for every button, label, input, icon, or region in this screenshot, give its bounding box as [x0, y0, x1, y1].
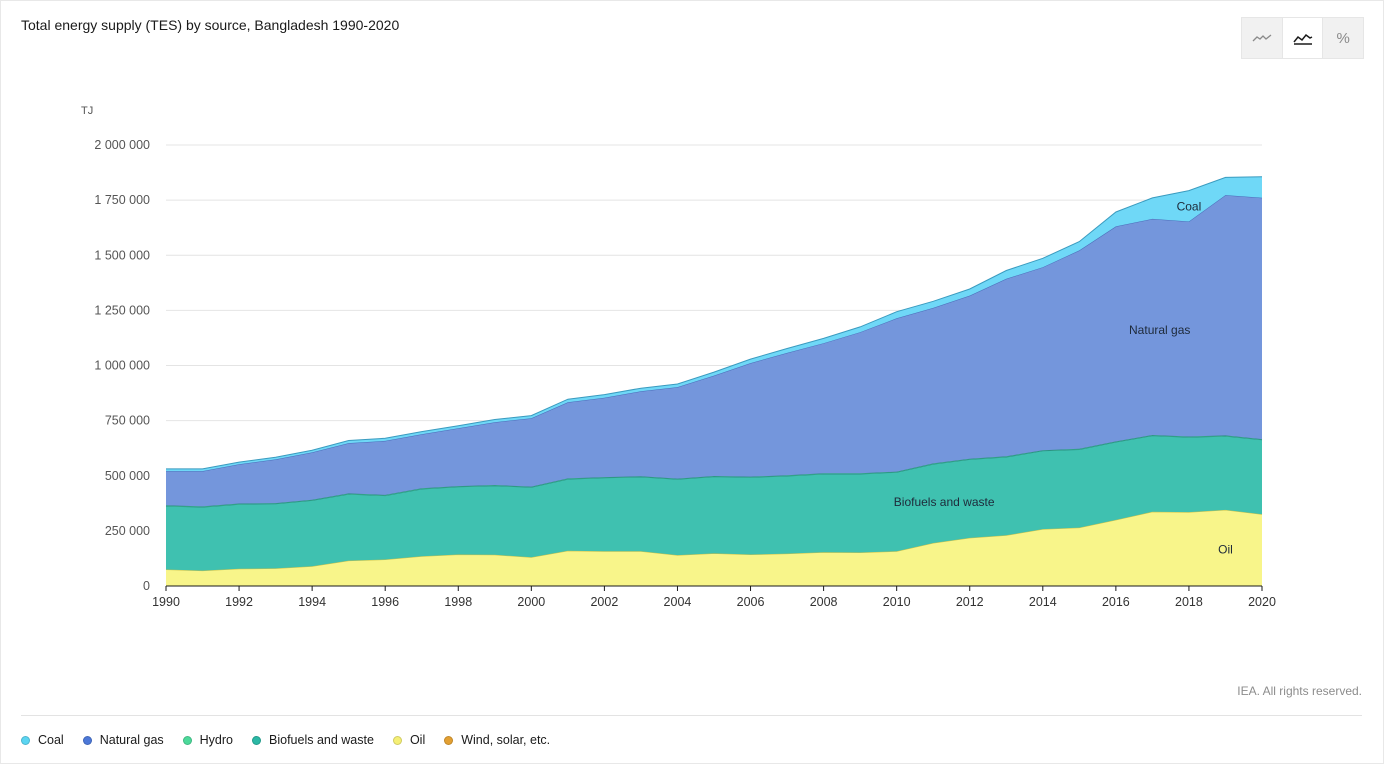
y-tick-label: 500 000 [105, 469, 150, 483]
legend-item-hydro[interactable]: Hydro [182, 733, 233, 747]
legend-swatch [444, 735, 454, 745]
y-tick-label: 1 250 000 [94, 303, 150, 317]
legend-label: Hydro [199, 733, 233, 747]
area-coal [166, 176, 1262, 472]
y-tick-label: 2 000 000 [94, 138, 150, 152]
area-oil [166, 509, 1262, 586]
copyright-notice: IEA. All rights reserved. [1237, 684, 1362, 698]
x-tick-label: 2000 [517, 595, 545, 609]
x-tick-label: 1990 [152, 595, 180, 609]
x-tick-label: 1994 [298, 595, 326, 609]
chart-view-toggle: % [1241, 17, 1364, 59]
y-tick-label: 1 500 000 [94, 248, 150, 262]
area-chart-icon [1292, 33, 1312, 45]
legend-label: Coal [38, 733, 64, 747]
legend-label: Biofuels and waste [269, 733, 374, 747]
legend-label: Natural gas [99, 733, 164, 747]
x-tick-label: 1996 [371, 595, 399, 609]
y-tick-label: 1 750 000 [94, 193, 150, 207]
x-tick-label: 2012 [956, 595, 984, 609]
legend-swatch [392, 735, 402, 745]
chart-legend: Coal Natural gas Hydro Biofuels and wast… [21, 733, 569, 747]
area-chart: 0 250 000 500 000 750 000 1 000 000 1 250 000… [81, 105, 1276, 609]
legend-swatch [21, 735, 30, 745]
legend-item-wind-solar[interactable]: Wind, solar, etc. [444, 733, 550, 747]
x-tick-label: 2004 [664, 595, 692, 609]
annotation-label: Natural gas [1129, 323, 1190, 337]
y-tick-label: 1 000 000 [94, 359, 150, 373]
x-tick-label: 2002 [590, 595, 618, 609]
x-tick-label: 1998 [444, 595, 472, 609]
legend-swatch [182, 735, 192, 745]
area-view-button[interactable] [1281, 18, 1323, 58]
x-tick-label: 2016 [1102, 595, 1130, 609]
x-tick-label: 2006 [737, 595, 765, 609]
percent-icon: % [1336, 29, 1350, 47]
legend-item-coal[interactable]: Coal [21, 733, 64, 747]
legend-divider [21, 715, 1362, 716]
x-tick-label: 2014 [1029, 595, 1057, 609]
annotation-label: Biofuels and waste [894, 495, 995, 509]
annotation-label: Oil [1218, 543, 1233, 557]
legend-swatch [82, 735, 92, 745]
legend-item-biofuels-and-waste[interactable]: Biofuels and waste [252, 733, 374, 747]
legend-item-oil[interactable]: Oil [392, 733, 426, 747]
legend-label: Oil [409, 733, 426, 747]
x-tick-label: 2018 [1175, 595, 1203, 609]
line-view-button[interactable] [1242, 18, 1282, 58]
y-tick-label: 250 000 [105, 524, 150, 538]
y-tick-label: 750 000 [105, 414, 150, 428]
area-natural-gas [166, 195, 1262, 507]
chart-title: Total energy supply (TES) by source, Ban… [21, 17, 400, 33]
area-biofuels-and-waste [166, 435, 1262, 571]
y-axis-label: TJ [81, 105, 93, 117]
x-tick-label: 2020 [1248, 595, 1276, 609]
y-tick-label: 0 [143, 579, 150, 593]
annotation-label: Coal [1177, 200, 1202, 214]
x-tick-label: 2008 [810, 595, 838, 609]
line-chart-icon [1252, 34, 1272, 42]
percent-view-button[interactable]: % [1322, 18, 1364, 58]
legend-label: Wind, solar, etc. [461, 733, 551, 747]
series-line-coal [166, 176, 1263, 470]
x-tick-label: 2010 [883, 595, 911, 609]
legend-swatch [252, 735, 261, 745]
x-tick-label: 1992 [225, 595, 253, 609]
legend-item-natural-gas[interactable]: Natural gas [82, 733, 164, 747]
